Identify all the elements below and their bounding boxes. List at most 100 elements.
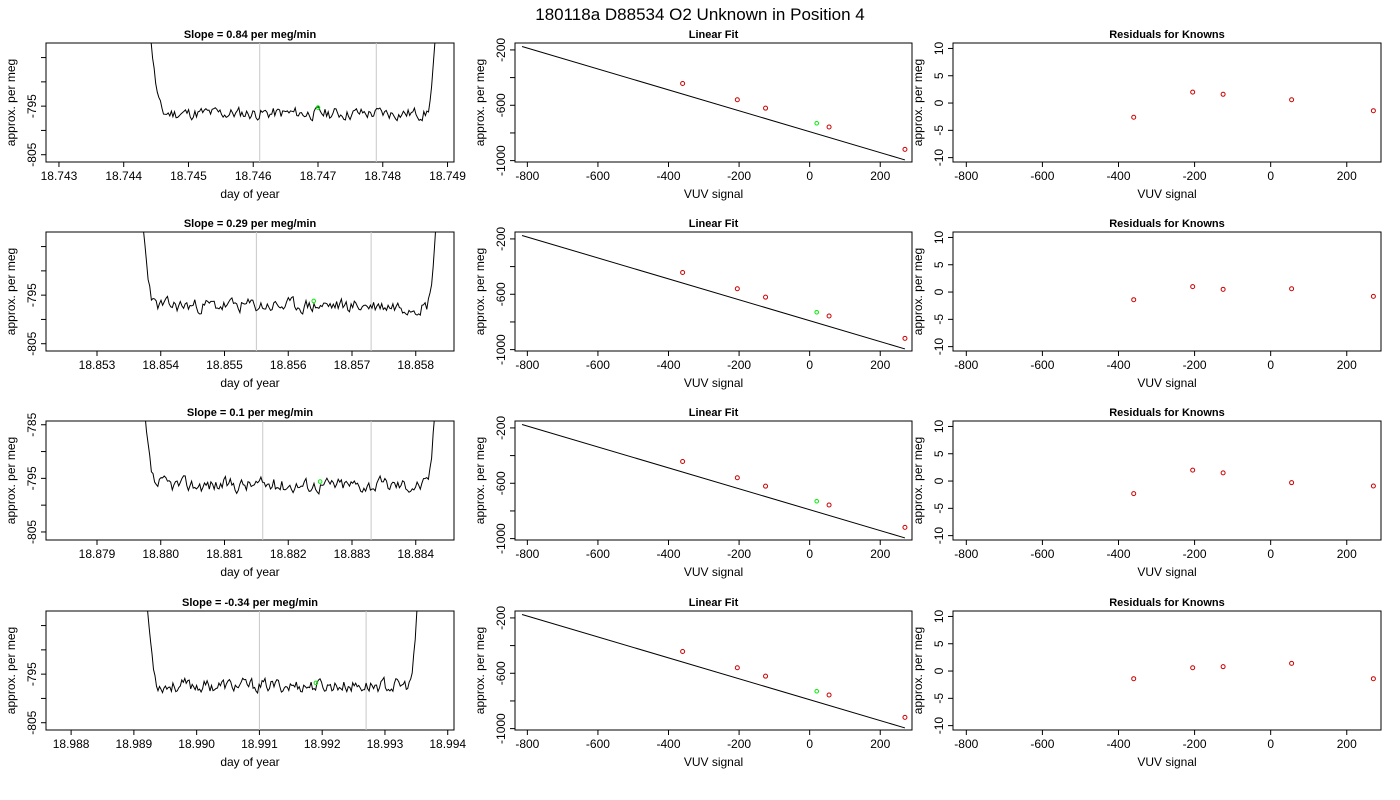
y-axis-label: approx. per meg [473,627,487,714]
x-tick-label: 18.746 [235,169,272,183]
residual-point [1289,286,1295,292]
known-point [680,649,686,655]
y-axis-label: approx. per meg [473,59,487,146]
known-point [763,294,769,300]
y-axis-label: approx. per meg [4,627,18,714]
panel-title: Linear Fit [689,597,739,609]
x-tick-label: 18.743 [41,169,78,183]
x-tick-label: -800 [515,547,539,561]
panel-title: Linear Fit [689,407,739,419]
residual-point [1370,676,1376,682]
x-tick-label: -400 [1106,169,1130,183]
known-point [826,692,832,698]
panel-residuals-3: Residuals for Knowns VUV signal approx. pe… [911,407,1382,579]
x-tick-label: -800 [515,169,539,183]
known-point [902,714,908,720]
x-tick-label: -800 [515,358,539,372]
plot-frame [952,42,1382,163]
residual-point [1131,297,1137,303]
x-tick-label: 18.747 [300,169,337,183]
series-line [145,421,435,496]
x-tick-label: -400 [656,547,680,561]
x-tick-label: 18.991 [241,737,278,751]
x-axis-label: day of year [220,187,279,201]
y-axis-label: approx. per meg [911,248,925,335]
x-tick-label: 18.880 [142,547,179,561]
panel-title: Slope = 0.84 per meg/min [184,29,317,41]
residual-point [1370,483,1376,489]
x-tick-label: -600 [1030,169,1054,183]
unknown-point [313,680,319,686]
y-tick-label: 5 [932,261,946,268]
x-tick-label: 18.879 [79,547,116,561]
panel-timeseries-1: Slope = 0.84 per meg/min day of year appro… [4,29,466,201]
x-tick-label: 18.854 [142,358,179,372]
known-point [763,105,769,111]
panel-residuals-4: Residuals for Knowns VUV signal approx. pe… [911,597,1382,769]
plot-frame [45,231,455,352]
x-tick-label: 0 [806,547,813,561]
x-tick-label: 18.992 [304,737,341,751]
panel-title: Residuals for Knowns [1109,597,1225,609]
known-point [763,483,769,489]
x-tick-label: 0 [806,358,813,372]
x-tick-label: -200 [727,547,751,561]
x-tick-label: 200 [870,737,890,751]
y-tick-label: -795 [25,662,39,686]
panel-title: Linear Fit [689,29,739,41]
x-tick-label: -800 [954,169,978,183]
y-tick-label: 0 [932,288,946,295]
x-tick-label: -400 [1106,547,1130,561]
x-tick-label: 0 [1267,358,1274,372]
x-axis-label: VUV signal [684,755,743,769]
unknown-point [814,498,820,504]
plot-area [1131,284,1376,303]
x-tick-label: -600 [586,547,610,561]
unknown-point [814,309,820,315]
panel-title: Residuals for Knowns [1109,407,1225,419]
x-tick-label: 18.856 [270,358,307,372]
y-tick-label: -805 [25,710,39,734]
x-tick-label: 18.989 [116,737,153,751]
residual-point [1220,91,1226,97]
panel-residuals-2: Residuals for Knowns VUV signal approx. pe… [911,218,1382,390]
x-tick-label: -600 [586,358,610,372]
plot-frame [952,420,1382,541]
series-line [143,232,436,316]
x-tick-label: -600 [1030,547,1054,561]
panel-grid: Slope = 0.84 per meg/min day of year appro… [4,29,1382,769]
y-tick-label: -1000 [494,145,508,176]
x-tick-label: 18.882 [270,547,307,561]
y-axis-label: approx. per meg [911,627,925,714]
x-axis-label: day of year [220,755,279,769]
x-tick-label: 200 [1337,547,1357,561]
y-tick-label: -5 [932,693,946,704]
x-tick-label: -400 [656,358,680,372]
known-point [680,459,686,465]
x-tick-label: -400 [656,169,680,183]
y-tick-label: -805 [25,142,39,166]
page-title: 180118a D88534 O2 Unknown in Position 4 [535,5,865,24]
residual-point [1131,491,1137,497]
plot-frame [514,42,913,163]
y-tick-label: -10 [932,338,946,356]
x-tick-label: 0 [806,737,813,751]
x-tick-label: 18.990 [178,737,215,751]
y-tick-label: -600 [494,93,508,117]
x-tick-label: -200 [1183,737,1207,751]
known-point [734,286,740,292]
residual-point [1190,89,1196,95]
y-tick-label: -1000 [494,523,508,554]
plot-frame [45,42,455,163]
x-tick-label: 18.994 [429,737,466,751]
panel-timeseries-3: Slope = 0.1 per meg/min day of year approx… [4,407,455,579]
y-tick-label: -10 [932,149,946,167]
x-tick-label: -600 [1030,737,1054,751]
x-tick-label: 18.749 [429,169,466,183]
plot-frame [514,610,913,731]
plot-frame [45,420,455,541]
x-tick-label: -600 [1030,358,1054,372]
plot-frame [514,420,913,541]
x-tick-label: 18.988 [53,737,90,751]
